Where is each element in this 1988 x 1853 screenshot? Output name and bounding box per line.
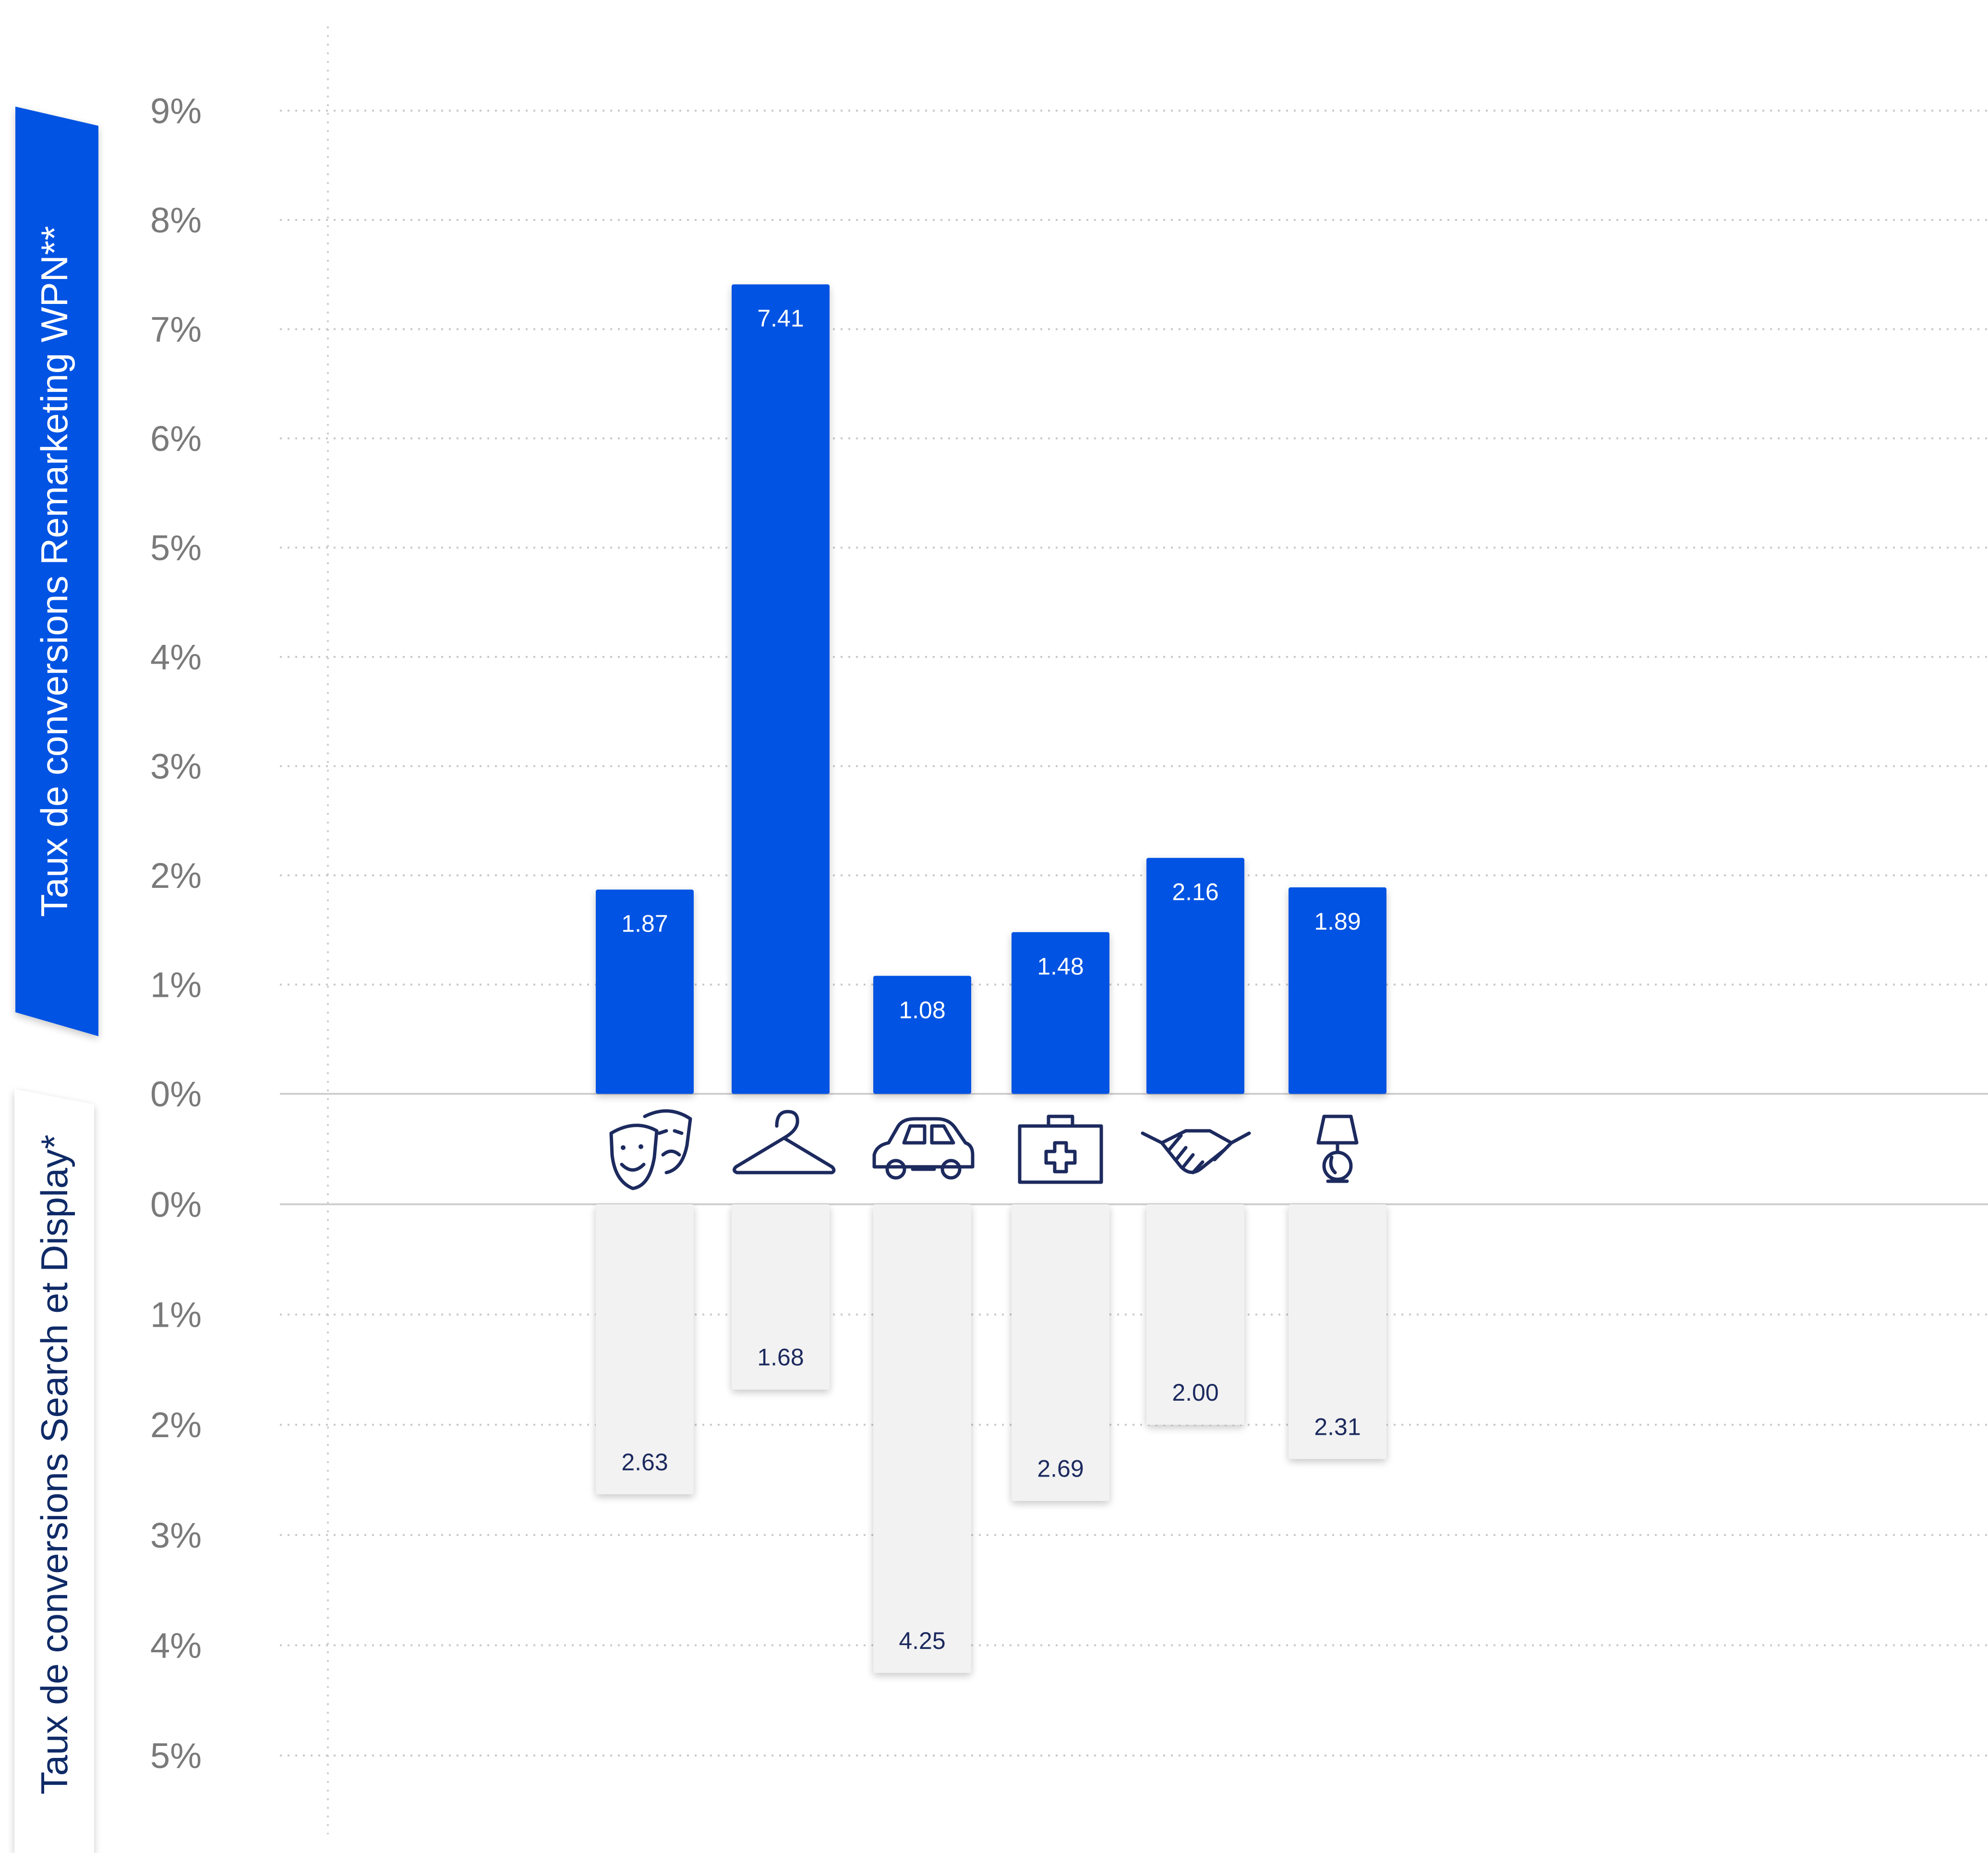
bottom-bar-value-label: 1.68	[757, 1344, 804, 1371]
top-bar-value-label: 2.16	[1172, 879, 1218, 906]
theatre-masks-icon	[609, 1109, 692, 1190]
top-tick-label: 2%	[150, 856, 202, 896]
bottom-axis-title: Taux de conversions Search et Display*	[33, 1135, 75, 1794]
top-tick-label: 5%	[150, 528, 202, 568]
bottom-bar	[1289, 1204, 1386, 1459]
bottom-bar-value-label: 4.25	[899, 1627, 945, 1654]
top-bar	[732, 284, 830, 1094]
top-bar	[596, 889, 694, 1094]
bottom-bar	[1012, 1204, 1109, 1501]
bottom-tick-label: 1%	[150, 1295, 202, 1335]
bottom-tick-label: 5%	[150, 1736, 202, 1776]
car-icon	[872, 1117, 975, 1180]
bottom-data-labels: 2.63 1.68 4.25 2.69 2.00 2.31	[621, 1344, 1361, 1654]
top-bar-value-label: 1.89	[1314, 908, 1361, 935]
first-aid-kit-icon	[1018, 1114, 1103, 1184]
top-tick-label: 4%	[150, 637, 202, 677]
bottom-bar	[732, 1204, 830, 1390]
bottom-bar	[1146, 1204, 1244, 1425]
top-bar-value-label: 1.48	[1037, 953, 1084, 980]
hanger-icon	[733, 1110, 836, 1175]
top-tick-label: 7%	[150, 310, 202, 350]
top-tick-label: 1%	[150, 965, 202, 1005]
bottom-bars	[596, 1204, 1386, 1673]
bottom-tick-label: 2%	[150, 1405, 202, 1445]
top-bar-value-label: 7.41	[757, 305, 804, 332]
bottom-tick-label: 4%	[150, 1625, 202, 1665]
bottom-bar-value-label: 2.63	[621, 1449, 668, 1476]
top-bar	[1012, 932, 1109, 1094]
top-gridlines	[280, 109, 1988, 1095]
top-bar	[1289, 887, 1386, 1094]
bottom-bar-value-label: 2.69	[1037, 1455, 1084, 1482]
top-data-labels: 1.87 7.41 1.08 1.48 2.16 1.89	[621, 305, 1361, 1023]
top-bar	[1146, 858, 1244, 1094]
top-axis-title: Taux de conversions Remarketing WPN**	[33, 226, 75, 917]
top-tick-label: 6%	[150, 419, 202, 459]
top-tick-label: 9%	[150, 91, 202, 131]
bottom-axis-title-group: Taux de conversions Search et Display*	[14, 1089, 94, 1853]
top-bar-value-label: 1.08	[899, 996, 945, 1023]
bottom-bar	[873, 1204, 971, 1673]
top-bars	[596, 284, 1386, 1094]
handshake-icon	[1141, 1129, 1251, 1175]
top-tick-label: 8%	[150, 200, 202, 240]
top-axis-title-group: Taux de conversions Remarketing WPN**	[15, 107, 98, 1036]
bottom-bar-value-label: 2.00	[1172, 1379, 1218, 1406]
bottom-axis-title-banner	[14, 1089, 94, 1853]
top-axis-title-banner	[15, 107, 98, 1036]
bottom-gridlines	[280, 1203, 1988, 1756]
bottom-bar	[596, 1204, 694, 1494]
top-bar-value-label: 1.87	[621, 910, 668, 937]
bottom-tick-label: 3%	[150, 1515, 202, 1555]
bottom-bar-value-label: 2.31	[1314, 1413, 1361, 1440]
top-tick-label: 3%	[150, 747, 202, 787]
top-bar	[873, 976, 971, 1094]
lamp-icon	[1316, 1114, 1359, 1183]
top-tick-label: 0%	[150, 1074, 202, 1114]
top-tick-labels: 0% 1% 2% 3% 4% 5% 6% 7% 8% 9%	[150, 91, 202, 1114]
bottom-tick-labels: 0% 1% 2% 3% 4% 5%	[150, 1185, 202, 1776]
bottom-tick-label: 0%	[150, 1185, 202, 1224]
